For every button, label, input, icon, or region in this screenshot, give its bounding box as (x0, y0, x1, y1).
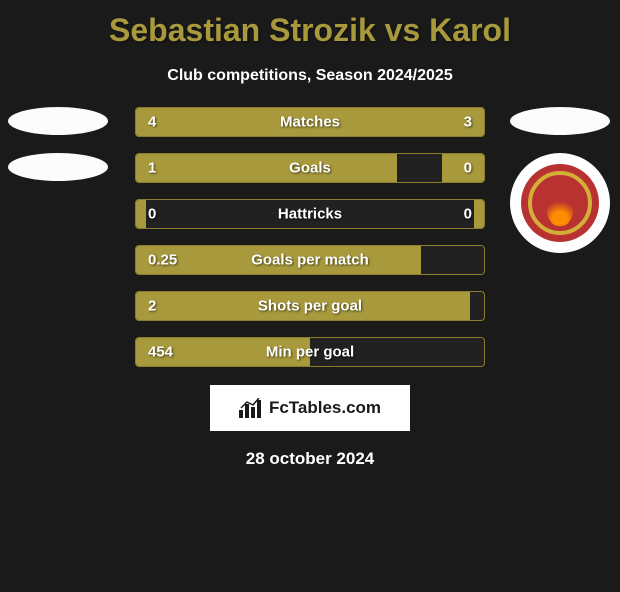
stat-row: 1 Goals 0 (135, 153, 485, 183)
stat-row: 2 Shots per goal (135, 291, 485, 321)
stat-value-left: 454 (148, 344, 173, 361)
player-left-avatar-column (8, 107, 108, 181)
stat-label: Min per goal (266, 344, 354, 361)
club-logo-icon (510, 153, 610, 253)
bar-fill-right (320, 108, 484, 136)
player-right-placeholder (510, 107, 610, 135)
branding-text: FcTables.com (269, 398, 381, 418)
stat-label: Matches (280, 114, 340, 131)
stat-label: Shots per goal (258, 298, 362, 315)
stat-value-right: 3 (464, 114, 472, 131)
stat-value-right: 0 (464, 206, 472, 223)
stat-row: 0.25 Goals per match (135, 245, 485, 275)
branding-chart-icon (239, 398, 263, 418)
stat-value-right: 0 (464, 160, 472, 177)
subtitle: Club competitions, Season 2024/2025 (0, 67, 620, 85)
player-left-placeholder-2 (8, 153, 108, 181)
stat-value-left: 1 (148, 160, 156, 177)
stats-container: 4 Matches 3 1 Goals 0 0 Hattricks 0 0.25 Goals per… (0, 107, 620, 367)
stat-value-left: 0 (148, 206, 156, 223)
stat-row: 4 Matches 3 (135, 107, 485, 137)
bar-fill-left (136, 154, 397, 182)
player-right-avatar-column (510, 107, 610, 253)
comparison-bars: 4 Matches 3 1 Goals 0 0 Hattricks 0 0.25 Goals per… (135, 107, 485, 367)
bar-fill-left (136, 200, 146, 228)
date-text: 28 october 2024 (0, 449, 620, 469)
player-left-placeholder-1 (8, 107, 108, 135)
stat-row: 454 Min per goal (135, 337, 485, 367)
stat-value-left: 4 (148, 114, 156, 131)
stat-label: Goals (289, 160, 331, 177)
branding-badge: FcTables.com (210, 385, 410, 431)
page-title: Sebastian Strozik vs Karol (0, 12, 620, 49)
stat-label: Hattricks (278, 206, 342, 223)
bar-fill-right (474, 200, 484, 228)
stat-row: 0 Hattricks 0 (135, 199, 485, 229)
stat-label: Goals per match (251, 252, 369, 269)
stat-value-left: 2 (148, 298, 156, 315)
stat-value-left: 0.25 (148, 252, 177, 269)
